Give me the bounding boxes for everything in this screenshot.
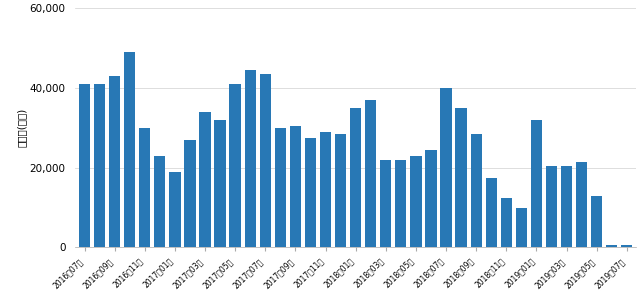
- Bar: [154, 156, 166, 247]
- Bar: [335, 134, 346, 247]
- Bar: [169, 172, 180, 247]
- Bar: [200, 112, 211, 247]
- Bar: [365, 100, 376, 247]
- Bar: [456, 108, 467, 247]
- Bar: [290, 126, 301, 247]
- Bar: [440, 88, 452, 247]
- Bar: [606, 245, 618, 247]
- Bar: [79, 84, 90, 247]
- Bar: [275, 128, 286, 247]
- Bar: [109, 76, 120, 247]
- Bar: [305, 138, 316, 247]
- Bar: [184, 140, 196, 247]
- Bar: [214, 120, 226, 247]
- Bar: [500, 198, 512, 247]
- Y-axis label: 거래량(건수): 거래량(건수): [17, 108, 27, 147]
- Bar: [486, 178, 497, 247]
- Bar: [230, 84, 241, 247]
- Bar: [410, 156, 422, 247]
- Bar: [320, 132, 331, 247]
- Bar: [576, 162, 588, 247]
- Bar: [395, 160, 406, 247]
- Bar: [380, 160, 392, 247]
- Bar: [546, 166, 557, 247]
- Bar: [94, 84, 105, 247]
- Bar: [591, 196, 602, 247]
- Bar: [470, 134, 482, 247]
- Bar: [426, 150, 436, 247]
- Bar: [260, 74, 271, 247]
- Bar: [516, 208, 527, 247]
- Bar: [561, 166, 572, 247]
- Bar: [244, 70, 256, 247]
- Bar: [531, 120, 542, 247]
- Bar: [139, 128, 150, 247]
- Bar: [621, 245, 632, 247]
- Bar: [350, 108, 362, 247]
- Bar: [124, 52, 135, 247]
